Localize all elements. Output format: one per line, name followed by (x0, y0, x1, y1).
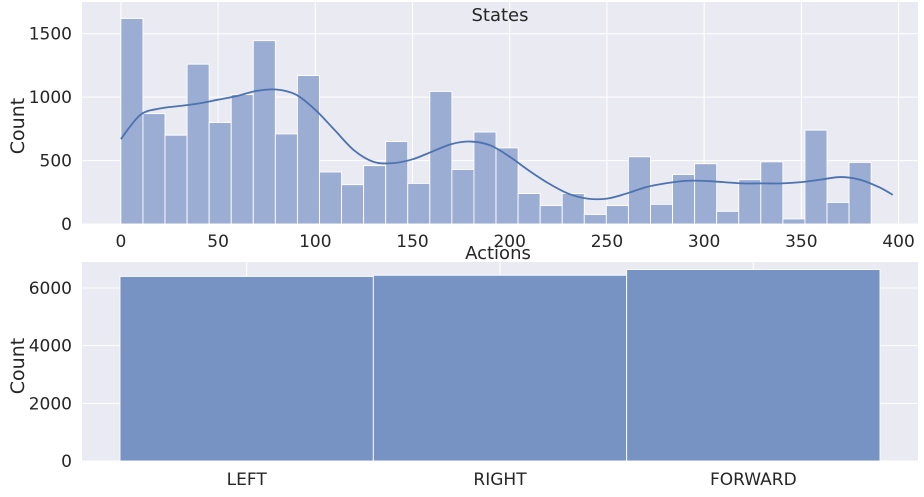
states-bar (208, 122, 232, 225)
actions-y-tick-labels: 0 2000 4000 6000 (29, 279, 72, 472)
actions-y-tick-label: 2000 (29, 394, 72, 414)
states-bar (716, 210, 740, 225)
actions-title: Actions (465, 243, 531, 264)
states-x-tick-labels: 0 50 100 150 200 250 300 350 400 (115, 232, 914, 252)
states-bar (429, 90, 453, 225)
actions-bar-forward (626, 269, 881, 462)
states-y-tick-label: 500 (40, 152, 72, 172)
actions-y-axis-label: Count (7, 338, 29, 394)
states-bar (694, 163, 718, 225)
states-bar (407, 182, 431, 225)
states-x-tick-label: 100 (299, 232, 331, 252)
states-bar (363, 165, 387, 225)
states-bar (120, 18, 144, 225)
states-bar (517, 193, 541, 225)
states-bar (341, 184, 365, 225)
actions-bars (119, 269, 881, 462)
states-bar (274, 133, 298, 225)
states-x-tick-label: 50 (207, 232, 229, 252)
states-bar (848, 162, 872, 225)
states-title: States (471, 5, 528, 26)
states-x-tick-label: 200 (493, 232, 525, 252)
actions-x-tick-labels: LEFT RIGHT FORWARD (227, 470, 797, 490)
states-bar (495, 147, 519, 225)
states-x-tick-label: 150 (396, 232, 428, 252)
states-bars (120, 18, 872, 225)
states-y-tick-label: 0 (61, 215, 72, 235)
actions-chart: LEFT RIGHT FORWARD 0 2000 4000 6000 Actions C… (7, 243, 918, 490)
actions-y-tick-label: 4000 (29, 337, 72, 357)
states-bar (561, 193, 585, 225)
states-kde-line (120, 88, 894, 201)
actions-x-tick-label: RIGHT (473, 470, 527, 490)
states-x-tick-label: 250 (591, 232, 623, 252)
states-x-tick-label: 0 (115, 232, 126, 252)
states-y-tick-label: 1000 (29, 88, 72, 108)
states-bar (164, 134, 188, 225)
states-bar (252, 40, 276, 225)
states-bar (650, 203, 673, 225)
states-bar (826, 201, 850, 225)
states-x-tick-label: 350 (785, 232, 817, 252)
states-x-tick-label: 400 (882, 232, 914, 252)
states-bar (385, 141, 409, 225)
states-bar (605, 205, 629, 225)
states-bar (539, 205, 563, 225)
actions-x-tick-label: LEFT (227, 470, 268, 490)
states-bar (230, 94, 254, 225)
actions-y-tick-label: 0 (61, 452, 72, 472)
actions-bar-left (119, 275, 374, 462)
states-bar (319, 171, 342, 225)
states-bar (583, 214, 607, 225)
states-bar (738, 179, 762, 225)
states-bar (627, 156, 651, 225)
states-bar (782, 218, 806, 225)
states-y-axis-label: Count (7, 98, 29, 154)
states-bar (760, 161, 784, 225)
states-bar (186, 63, 210, 225)
states-bar (296, 75, 320, 225)
states-chart: 0 50 100 150 200 250 300 350 400 0 500 1000 1500 St… (7, 2, 918, 252)
actions-x-tick-label: FORWARD (710, 470, 797, 490)
actions-y-tick-label: 6000 (29, 279, 72, 299)
states-x-tick-label: 300 (688, 232, 720, 252)
states-y-tick-label: 1500 (29, 25, 72, 45)
actions-bar-right (372, 274, 628, 462)
states-y-tick-labels: 0 500 1000 1500 (29, 25, 72, 235)
states-bar (142, 113, 166, 225)
states-bar (804, 129, 828, 225)
states-bar (451, 169, 475, 225)
